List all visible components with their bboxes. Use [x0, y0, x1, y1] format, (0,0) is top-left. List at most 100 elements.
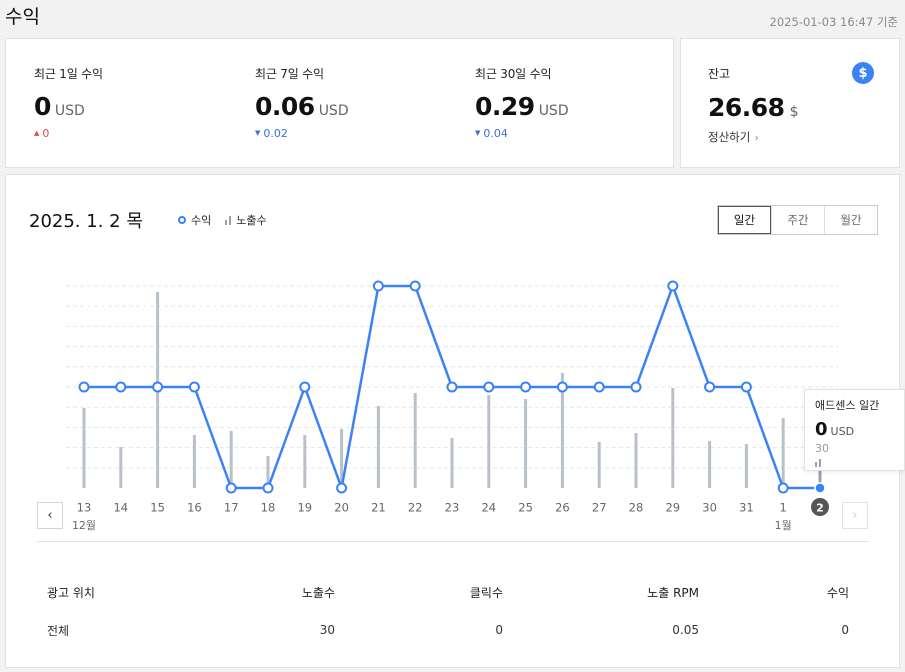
impression-bar [266, 456, 270, 488]
x-tick-label: 1 [780, 501, 787, 515]
chart-date: 2025. 1. 2 목 [29, 211, 143, 232]
stats-card: 최근 1일 수익 0 USD ▲ 0 최근 7일 수익 0.06 USD ▼ 0… [5, 38, 674, 168]
table-header-cell: 클릭수 [469, 585, 503, 600]
stat-value: 0.29 [475, 92, 535, 121]
x-tick-label: 19 [297, 501, 312, 515]
table-header-cell: 수익 [826, 585, 849, 600]
settle-link[interactable]: 정산하기 › [708, 129, 759, 145]
x-month-label: 1월 [775, 519, 792, 532]
impression-bar [376, 406, 380, 488]
revenue-point [630, 381, 642, 393]
impression-bar [487, 395, 491, 488]
stat-value: 0.06 [255, 92, 315, 121]
x-tick-label: 25 [518, 501, 533, 515]
revenue-point [556, 381, 568, 393]
impression-bar [560, 373, 564, 488]
x-tick-label: 26 [555, 501, 570, 515]
impression-bar [303, 435, 307, 488]
x-tick-label: 23 [445, 501, 460, 515]
revenue-point [299, 381, 311, 393]
impression-bar [119, 447, 123, 488]
period-daily-button[interactable]: 일간 [718, 206, 771, 234]
legend-label: 수익 [191, 214, 212, 227]
impression-bar [340, 429, 344, 488]
x-tick-label: 13 [77, 501, 92, 515]
stat-1day: 최근 1일 수익 0 USD ▲ 0 [34, 65, 103, 140]
revenue-point [372, 280, 384, 292]
table-header-cell: 노출 RPM [647, 585, 699, 600]
chevron-right-icon: › [852, 508, 858, 523]
revenue-point [446, 381, 458, 393]
tooltip-impressions: 30 [815, 442, 829, 455]
table-header-cell: 노출수 [301, 585, 335, 600]
impression-bar [192, 435, 196, 488]
stat-label: 최근 1일 수익 [34, 67, 103, 81]
impression-bar [671, 388, 675, 488]
x-tick-label: 16 [187, 501, 202, 515]
revenue-point [78, 381, 90, 393]
stat-delta: 0.04 [483, 127, 508, 140]
triangle-down-icon: ▼ [255, 129, 261, 137]
legend-label: 노출수 [236, 214, 267, 227]
x-tick-label: 29 [665, 501, 680, 515]
impression-bar [781, 418, 785, 488]
impression-bar [524, 399, 528, 488]
x-tick-label: 15 [150, 501, 165, 515]
revenue-point [740, 381, 752, 393]
divider [37, 541, 869, 542]
revenue-point [225, 482, 237, 494]
table-cell: 전체 [47, 623, 70, 638]
x-tick-label: 18 [261, 501, 276, 515]
x-tick-label: 31 [739, 501, 754, 515]
revenue-point [483, 381, 495, 393]
stat-delta: 0 [42, 127, 50, 140]
x-tick-label: 2 [816, 502, 824, 515]
impression-bar [708, 441, 712, 488]
stat-unit: USD [538, 103, 569, 119]
balance-card: 잔고 $ 26.68 $ 정산하기 › [680, 38, 900, 168]
triangle-up-icon: ▲ [34, 129, 40, 137]
impression-bar [229, 431, 233, 488]
x-tick-label: 21 [371, 501, 386, 515]
revenue-point [593, 381, 605, 393]
impression-bar [82, 408, 86, 488]
x-tick-label: 24 [481, 501, 496, 515]
table-cell: 30 [319, 623, 335, 637]
page-title: 수익 [5, 6, 40, 28]
next-button[interactable]: › [842, 502, 868, 529]
stat-unit: USD [318, 103, 349, 119]
x-month-label: 12월 [72, 519, 96, 532]
chevron-right-icon: › [754, 130, 759, 144]
legend-revenue: 수익 [178, 212, 211, 228]
balance-unit: $ [789, 104, 799, 120]
period-toggle: 일간 주간 월간 [717, 205, 878, 235]
x-tick-label: 17 [224, 501, 239, 515]
revenue-point [336, 482, 348, 494]
impression-bar [744, 444, 748, 488]
stat-delta: 0.02 [263, 127, 288, 140]
revenue-point [704, 381, 716, 393]
table-row: 전체 30 0 0.05 0 [37, 611, 869, 649]
revenue-point [115, 381, 127, 393]
revenue-point [520, 381, 532, 393]
dollar-icon: $ [852, 62, 874, 84]
period-monthly-button[interactable]: 월간 [824, 206, 877, 234]
revenue-point [262, 482, 274, 494]
revenue-point-selected [814, 482, 826, 494]
chevron-left-icon: ‹ [47, 508, 53, 523]
impression-bar [818, 458, 822, 488]
x-tick-label: 20 [334, 501, 349, 515]
selected-day-badge [811, 498, 829, 516]
settle-link-label: 정산하기 [708, 130, 751, 144]
tooltip-title: 애드센스 일간 [815, 399, 880, 412]
table-cell: 0 [495, 623, 503, 637]
period-weekly-button[interactable]: 주간 [771, 206, 824, 234]
legend-impressions: 노출수 [225, 212, 267, 228]
revenue-point [152, 381, 164, 393]
prev-button[interactable]: ‹ [37, 502, 63, 529]
x-tick-label: 30 [702, 501, 717, 515]
bar-chart-icon [225, 215, 232, 225]
x-tick-label: 27 [592, 501, 607, 515]
chart-card: 13 12월 14 15 16 17 18 19 20 21 22 23 24 25 26 27 28 29 30 3… [5, 174, 905, 668]
